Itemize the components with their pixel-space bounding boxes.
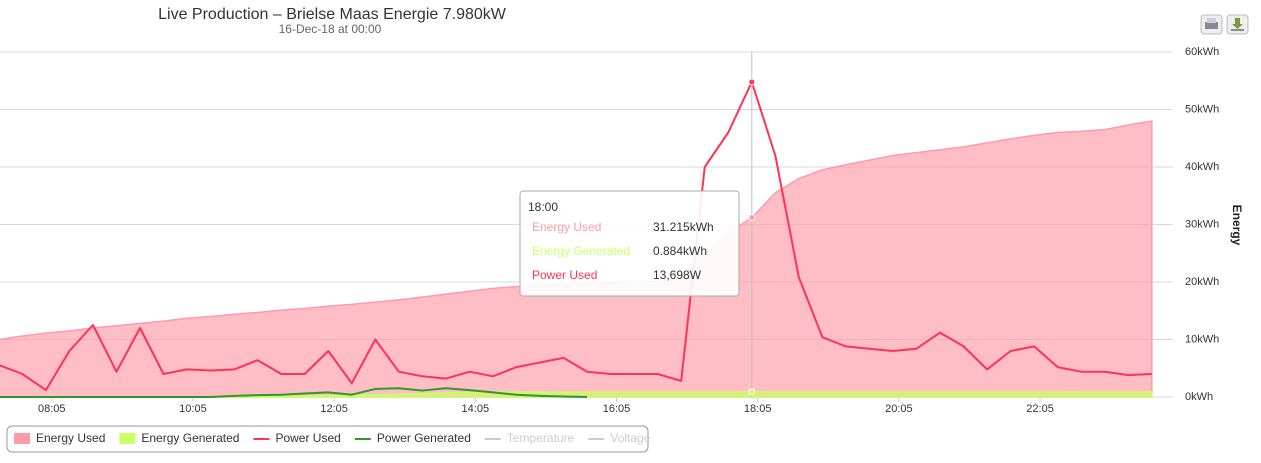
tooltip-series-name: Energy Generated [532, 244, 630, 258]
y-tick-label: 0kWh [1185, 391, 1213, 403]
legend-swatch [14, 433, 30, 444]
chart-subtitle: 16-Dec-18 at 00:00 [279, 22, 382, 36]
print-icon-paper [1207, 18, 1216, 23]
print-button[interactable] [1200, 14, 1223, 35]
plot-area [0, 51, 1173, 402]
tooltip-value: 31.215kWh [653, 220, 714, 234]
y-tick-label: 50kWh [1185, 103, 1219, 115]
x-tick-label: 22:05 [1026, 403, 1054, 415]
x-tick-label: 20:05 [885, 403, 913, 415]
tooltip-value: 0.884kWh [653, 244, 707, 258]
y-axis-title: Energy [1230, 205, 1244, 246]
legend-swatch [119, 433, 136, 444]
legend-label: Voltage [610, 431, 650, 445]
download-icon [1232, 18, 1243, 29]
legend-label: Power Used [275, 431, 340, 445]
tooltip-series-name: Power Used [532, 268, 597, 282]
legend-item[interactable]: Voltage [588, 431, 651, 445]
legend-item[interactable]: Temperature [484, 431, 575, 445]
x-tick-label: 18:05 [744, 403, 772, 415]
tooltip-box [519, 190, 740, 297]
x-tick-label: 16:05 [603, 403, 631, 415]
tooltip-marker [748, 388, 756, 396]
legend-label: Energy Generated [141, 431, 239, 445]
y-tick-label: 60kWh [1185, 46, 1219, 58]
y-tick-label: 40kWh [1185, 161, 1219, 173]
line [0, 80, 1152, 392]
tooltip-marker [748, 78, 756, 86]
legend-item[interactable]: Energy Used [14, 431, 105, 445]
y-tick-label: 30kWh [1185, 218, 1219, 230]
legend-label: Energy Used [36, 431, 105, 445]
tooltip-series-name: Energy Used [532, 220, 601, 234]
legend-label: Power Generated [377, 431, 471, 445]
tooltip-value: 13,698W [653, 268, 702, 282]
tooltip-marker [748, 214, 756, 222]
x-tick-label: 12:05 [320, 403, 348, 415]
x-tick-label: 10:05 [179, 403, 207, 415]
x-tick-label: 14:05 [462, 403, 490, 415]
print-icon [1205, 22, 1218, 29]
legend-box [6, 425, 649, 453]
x-tick-label: 08:05 [38, 403, 66, 415]
y-tick-label: 10kWh [1185, 333, 1219, 345]
line [0, 387, 588, 398]
y-tick-label: 20kWh [1185, 276, 1219, 288]
download-icon-base [1231, 29, 1244, 31]
legend-item[interactable]: Power Used [253, 431, 341, 445]
legend-label: Temperature [507, 431, 575, 445]
legend-item[interactable]: Power Generated [354, 431, 471, 445]
tooltip-title: 18:00 [528, 200, 558, 214]
legend-item[interactable]: Energy Generated [119, 431, 239, 445]
chart-title: Live Production – Brielse Maas Energie 7… [158, 6, 507, 23]
tooltip: 18:00 Energy Used 31.215kWh Energy Generate… [519, 190, 740, 297]
download-button[interactable] [1226, 14, 1249, 35]
